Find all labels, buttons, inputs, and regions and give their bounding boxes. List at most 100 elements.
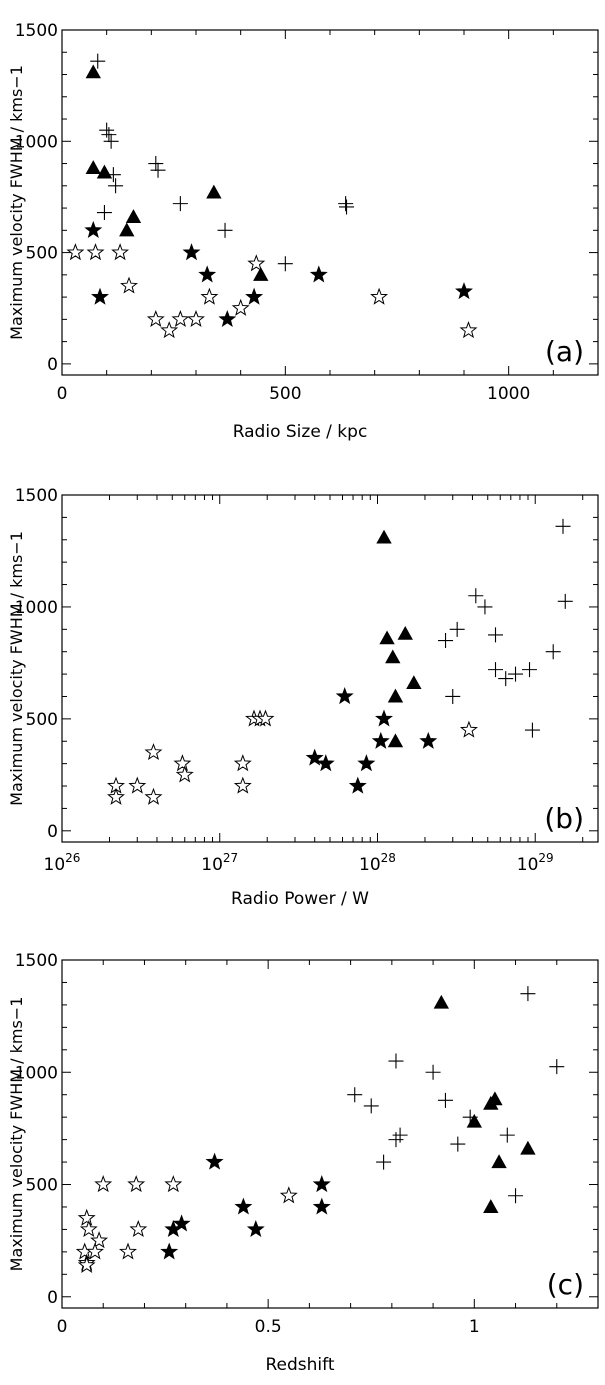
data-point-filled-star xyxy=(205,1152,224,1170)
x-tick-label: 0 xyxy=(57,384,68,404)
data-point-plus xyxy=(557,593,573,609)
data-point-filled-star xyxy=(312,1175,331,1193)
data-point-filled-star xyxy=(371,731,390,749)
data-point-filled-star xyxy=(305,748,324,766)
plot-frame xyxy=(61,29,599,376)
data-point-filled-star xyxy=(375,709,393,727)
data-point-triangle xyxy=(119,222,135,237)
data-point-plus xyxy=(498,671,514,687)
data-point-triangle xyxy=(433,994,450,1009)
y-tick-label: 1500 xyxy=(15,951,58,971)
data-point-plus xyxy=(437,1092,453,1108)
data-point-filled-star xyxy=(335,687,354,705)
panel-0: 0 500 1000 1500 0 500 1000 Radio Size / kpc Maxi… xyxy=(7,21,599,442)
data-point-plus xyxy=(101,127,117,143)
data-point-plus xyxy=(488,627,504,643)
data-point-filled-star xyxy=(218,309,237,327)
panel-label: (b) xyxy=(544,802,584,835)
y-tick-label: 0 xyxy=(47,1288,58,1308)
data-point-filled-star xyxy=(160,1242,179,1260)
data-point-open-star xyxy=(173,754,192,772)
panel-label: (a) xyxy=(545,335,584,368)
data-point-plus xyxy=(508,1188,524,1204)
data-point-filled-star xyxy=(172,1214,191,1232)
data-point-plus xyxy=(148,156,164,172)
plot-frame xyxy=(61,959,599,1309)
y-tick-label: 500 xyxy=(26,710,58,730)
data-point-plus xyxy=(477,599,493,615)
data-point-triangle xyxy=(406,675,422,690)
data-point-triangle xyxy=(376,529,392,544)
data-point-open-star xyxy=(77,1255,96,1273)
data-point-open-star xyxy=(144,743,163,761)
data-point-plus xyxy=(450,1136,466,1152)
data-point-plus xyxy=(468,588,484,604)
data-point-filled-star xyxy=(91,287,109,305)
data-point-filled-star xyxy=(198,265,217,283)
data-point-plus xyxy=(96,205,112,221)
panel-label: (c) xyxy=(547,1268,584,1301)
data-point-triangle xyxy=(85,160,101,175)
data-point-triangle xyxy=(387,688,404,703)
x-tick-label: 0 xyxy=(57,1317,68,1337)
data-point-plus xyxy=(392,1127,408,1143)
data-point-open-star xyxy=(107,787,125,805)
data-point-open-star xyxy=(77,1208,96,1226)
data-point-plus xyxy=(103,133,119,149)
data-point-triangle xyxy=(491,1154,507,1169)
x-tick-label: 1000 xyxy=(487,384,530,404)
data-point-triangle xyxy=(483,1095,499,1110)
y-tick-label: 0 xyxy=(47,822,58,842)
data-point-plus xyxy=(363,1098,379,1114)
data-point-filled-star xyxy=(182,243,201,261)
data-point-filled-star xyxy=(348,776,367,794)
data-point-triangle xyxy=(85,64,101,79)
data-point-plus xyxy=(449,621,465,637)
data-point-plus xyxy=(508,666,524,682)
data-point-plus xyxy=(108,178,124,194)
data-point-open-star xyxy=(247,254,266,272)
data-point-open-star xyxy=(175,765,194,783)
data-point-open-star xyxy=(120,276,138,294)
data-point-plus xyxy=(445,688,461,704)
data-point-triangle xyxy=(483,1199,499,1213)
data-point-plus xyxy=(438,633,454,649)
x-tick-label: 1026 xyxy=(44,851,81,875)
data-point-open-star xyxy=(233,776,252,794)
x-tick-label: 500 xyxy=(269,384,301,404)
data-point-plus xyxy=(549,1059,565,1075)
data-point-plus xyxy=(555,518,571,534)
y-tick-label: 1000 xyxy=(15,1063,58,1083)
data-point-triangle xyxy=(253,267,269,281)
data-point-plus xyxy=(522,662,538,678)
data-point-open-star xyxy=(86,243,105,261)
data-point-filled-star xyxy=(245,287,264,305)
data-point-plus xyxy=(277,256,293,272)
data-point-open-star xyxy=(119,1242,137,1260)
data-point-plus xyxy=(339,199,355,215)
data-point-plus xyxy=(99,122,115,138)
data-point-open-star xyxy=(129,1219,148,1238)
data-point-open-star xyxy=(200,287,219,305)
data-point-plus xyxy=(150,162,166,178)
data-point-triangle xyxy=(397,625,413,640)
data-point-open-star xyxy=(187,310,205,327)
data-point-plus xyxy=(388,1053,404,1069)
data-point-filled-star xyxy=(316,754,335,772)
data-point-filled-star xyxy=(309,265,328,283)
x-axis-label: Radio Power / W xyxy=(231,889,369,909)
data-point-open-star xyxy=(256,709,275,727)
data-point-filled-star xyxy=(246,1219,265,1238)
panel-1: 0 500 1000 1500 1026 1027 1028 1029 Radio Power … xyxy=(7,486,599,909)
data-point-open-star xyxy=(164,1175,183,1193)
data-point-open-star xyxy=(459,321,478,339)
data-point-plus xyxy=(499,1127,515,1143)
data-point-plus xyxy=(347,1087,363,1103)
data-point-open-star xyxy=(231,298,250,316)
data-point-open-star xyxy=(94,1175,113,1193)
data-point-open-star xyxy=(279,1186,298,1204)
data-point-triangle xyxy=(387,733,404,748)
data-point-triangle xyxy=(206,184,222,199)
panel-2: 0 500 1000 1500 0 0.5 1 Redshift Maximum velocit… xyxy=(7,951,599,1375)
